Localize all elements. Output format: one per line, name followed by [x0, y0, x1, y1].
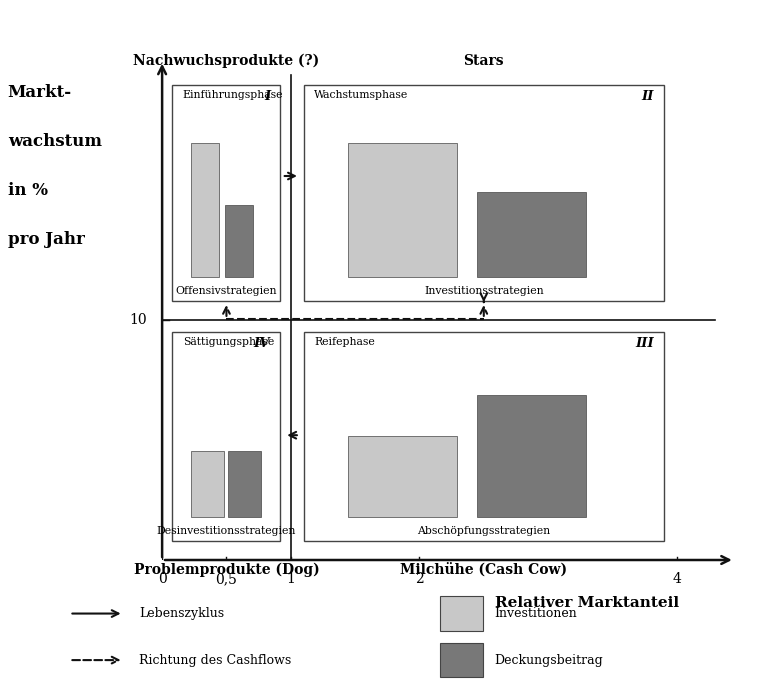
Bar	[191, 143, 219, 276]
Text: in %: in %	[8, 182, 48, 199]
Text: Investitionsstrategien: Investitionsstrategien	[424, 286, 543, 295]
Bar	[303, 332, 664, 541]
Bar	[348, 435, 456, 517]
Text: pro Jahr: pro Jahr	[8, 231, 85, 248]
Text: Desinvestitionsstrategien: Desinvestitionsstrategien	[157, 526, 296, 536]
Text: 0,5: 0,5	[215, 572, 238, 586]
Text: Einführungsphase: Einführungsphase	[183, 90, 283, 99]
Text: Nachwuchsprodukte (?): Nachwuchsprodukte (?)	[134, 54, 320, 68]
Bar	[225, 205, 252, 276]
Text: Offensivstrategien: Offensivstrategien	[176, 286, 277, 295]
Text: Milchühe (Cash Cow): Milchühe (Cash Cow)	[400, 562, 567, 577]
Text: Abschöpfungsstrategien: Abschöpfungsstrategien	[417, 526, 550, 536]
Bar	[477, 395, 586, 517]
Bar	[172, 332, 280, 541]
Text: 10: 10	[129, 313, 147, 327]
Text: wachstum: wachstum	[8, 133, 102, 150]
Text: 2: 2	[415, 572, 424, 586]
Text: II: II	[641, 90, 654, 103]
Bar	[172, 85, 280, 301]
Text: Reifephase: Reifephase	[314, 337, 374, 346]
Text: 0: 0	[157, 572, 167, 586]
Text: Stars: Stars	[463, 54, 504, 68]
Text: Deckungsbeitrag: Deckungsbeitrag	[494, 654, 603, 666]
Text: Richtung des Cashflows: Richtung des Cashflows	[139, 654, 291, 666]
Text: III: III	[635, 337, 654, 350]
Bar	[191, 452, 224, 517]
Text: 1: 1	[286, 572, 295, 586]
Text: Investitionen: Investitionen	[494, 607, 577, 620]
Text: Problemprodukte (Dog): Problemprodukte (Dog)	[134, 562, 320, 577]
Bar	[440, 643, 482, 678]
Bar	[440, 596, 482, 631]
Bar	[229, 452, 261, 517]
Bar	[348, 143, 456, 276]
Text: Lebenszyklus: Lebenszyklus	[139, 607, 224, 620]
Bar	[303, 85, 664, 301]
Text: I: I	[264, 90, 270, 103]
Bar	[477, 192, 586, 276]
Text: Sättigungsphase: Sättigungsphase	[183, 337, 274, 346]
Text: 4: 4	[672, 572, 681, 586]
Text: IV: IV	[254, 337, 270, 350]
Text: Relativer Marktanteil: Relativer Marktanteil	[495, 596, 679, 610]
Text: Markt-: Markt-	[8, 84, 72, 101]
Text: Wachstumsphase: Wachstumsphase	[314, 90, 408, 99]
